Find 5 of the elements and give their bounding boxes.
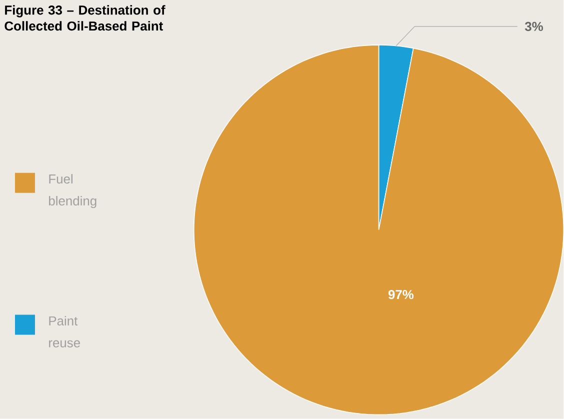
legend-label: Fuel blending	[49, 174, 96, 208]
legend-label: Paint reuse	[49, 316, 80, 348]
chart-title: Figure 33 – Destination of Collected Oil-Based Paint	[4, 5, 166, 31]
data-label: 97%	[388, 290, 414, 300]
data-label: 3%	[524, 22, 543, 32]
